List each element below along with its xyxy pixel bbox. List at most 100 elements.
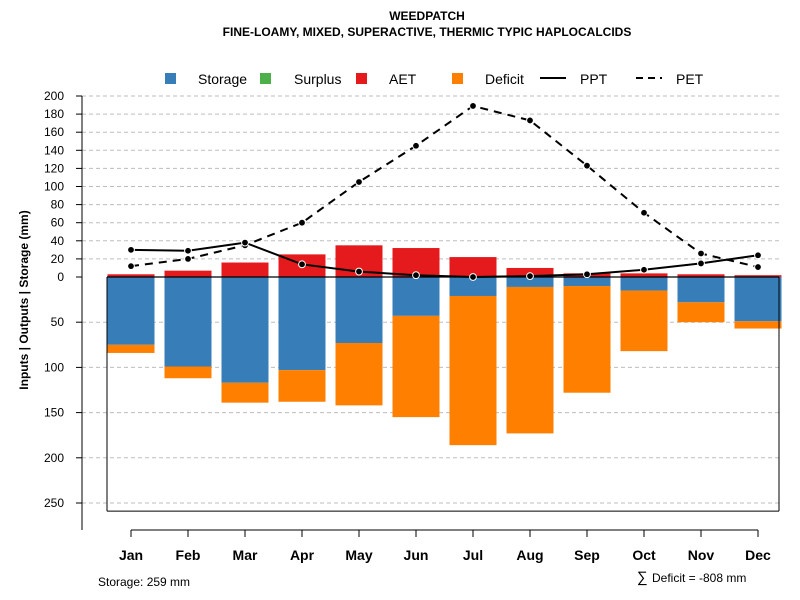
legend-swatch-deficit	[452, 73, 463, 84]
y-tick-label: 0	[57, 270, 64, 284]
bar-deficit-jan	[107, 344, 155, 353]
y-tick-label: 200	[44, 89, 64, 103]
bar-deficit-sep	[563, 286, 611, 393]
bar-storage-jul	[449, 277, 497, 296]
bar-aet-feb	[164, 270, 212, 277]
bar-storage-jan	[107, 277, 155, 345]
point-ppt-may	[355, 267, 363, 276]
x-tick-label-sep: Sep	[574, 547, 600, 563]
bar-aet-jan	[107, 274, 155, 277]
deficit-sigma: ∑	[637, 569, 648, 586]
point-ppt-nov	[697, 259, 705, 268]
deficit-note: Deficit = -808 mm	[652, 571, 746, 585]
bar-deficit-nov	[677, 302, 725, 323]
point-ppt-mar	[241, 238, 249, 247]
x-tick-label-jul: Jul	[463, 547, 483, 563]
x-tick-label-oct: Oct	[632, 547, 656, 563]
lines-layer	[127, 102, 762, 281]
y-tick-label: 80	[51, 198, 65, 212]
x-axis: Jan Feb Mar Apr May Jun Jul Aug Sep Oct Nov Dec	[119, 529, 771, 563]
legend-swatch-aet	[356, 73, 367, 84]
x-tick-label-apr: Apr	[290, 547, 315, 563]
line-ppt	[130, 241, 759, 279]
x-tick-label-dec: Dec	[745, 547, 771, 563]
bar-deficit-apr	[278, 370, 326, 402]
x-tick-label-mar: Mar	[233, 547, 258, 563]
point-pet-jan	[127, 262, 135, 271]
bar-deficit-mar	[221, 382, 269, 403]
point-ppt-aug	[526, 272, 534, 280]
bar-aet-dec	[734, 275, 782, 277]
bars-layer	[107, 245, 782, 446]
point-ppt-apr	[298, 260, 306, 269]
legend-label-ppt: PPT	[580, 71, 608, 87]
bar-storage-jun	[392, 277, 440, 316]
bar-deficit-feb	[164, 366, 212, 379]
bar-aet-mar	[221, 262, 269, 277]
y-tick-label: 120	[44, 161, 64, 175]
y-tick-label: 20	[51, 252, 65, 266]
point-ppt-jun	[412, 271, 420, 280]
bar-aet-jul	[449, 257, 497, 277]
bar-deficit-jun	[392, 315, 440, 418]
y-axis: 2001801601401201008060402005010015020025…	[44, 89, 83, 530]
x-tick-label-jan: Jan	[119, 547, 143, 563]
bar-deficit-dec	[734, 321, 782, 329]
point-pet-oct	[640, 208, 648, 217]
point-ppt-jul	[469, 273, 477, 281]
bar-storage-sep	[563, 277, 611, 287]
x-tick-label-aug: Aug	[516, 547, 543, 563]
bar-deficit-may	[335, 342, 383, 406]
y-tick-label: 150	[44, 406, 64, 420]
legend-swatch-storage	[165, 73, 176, 84]
legend-label-surplus: Surplus	[294, 71, 341, 87]
bar-storage-may	[335, 277, 383, 343]
point-pet-jul	[469, 102, 477, 110]
y-tick-label: 140	[44, 143, 64, 157]
point-pet-apr	[298, 218, 306, 227]
y-tick-label: 180	[44, 107, 64, 121]
storage-note: Storage: 259 mm	[98, 575, 190, 589]
bar-storage-mar	[221, 277, 269, 383]
bar-aet-nov	[677, 274, 725, 277]
chart-legend: Storage Surplus AET Deficit PPT PET	[165, 71, 704, 87]
point-pet-feb	[184, 255, 192, 263]
y-tick-label: 200	[44, 451, 64, 465]
point-pet-aug	[526, 116, 534, 125]
x-tick-label-jun: Jun	[404, 547, 429, 563]
bar-aet-oct	[620, 273, 668, 277]
y-tick-label: 160	[44, 125, 64, 139]
legend-swatch-surplus	[260, 73, 271, 84]
bar-storage-oct	[620, 277, 668, 291]
point-pet-dec	[754, 263, 762, 271]
y-tick-label: 100	[44, 360, 64, 374]
bar-storage-feb	[164, 277, 212, 367]
x-tick-label-nov: Nov	[688, 547, 715, 563]
y-tick-label: 40	[51, 234, 65, 248]
point-pet-sep	[583, 161, 591, 170]
bar-deficit-aug	[506, 286, 554, 434]
bar-storage-nov	[677, 277, 725, 303]
x-tick-label-feb: Feb	[176, 547, 201, 563]
point-pet-may	[355, 178, 363, 186]
legend-label-deficit: Deficit	[485, 71, 524, 87]
chart-title: WEEDPATCH	[389, 9, 465, 23]
y-tick-label: 60	[51, 216, 65, 230]
point-ppt-jan	[127, 245, 135, 254]
legend-label-aet: AET	[389, 71, 417, 87]
chart-subtitle: FINE-LOAMY, MIXED, SUPERACTIVE, THERMIC …	[223, 25, 632, 39]
point-ppt-dec	[754, 251, 762, 260]
point-ppt-sep	[583, 270, 591, 279]
y-tick-label: 50	[51, 315, 65, 329]
point-ppt-feb	[184, 246, 192, 255]
legend-label-storage: Storage	[198, 71, 247, 87]
point-pet-jun	[412, 141, 420, 150]
bar-storage-apr	[278, 277, 326, 371]
legend-label-pet: PET	[676, 71, 704, 87]
bar-storage-dec	[734, 277, 782, 322]
bar-storage-aug	[506, 277, 554, 287]
y-axis-label: Inputs | Outputs | Storage (mm)	[17, 210, 31, 389]
point-ppt-oct	[640, 265, 648, 274]
y-tick-label: 100	[44, 180, 64, 194]
